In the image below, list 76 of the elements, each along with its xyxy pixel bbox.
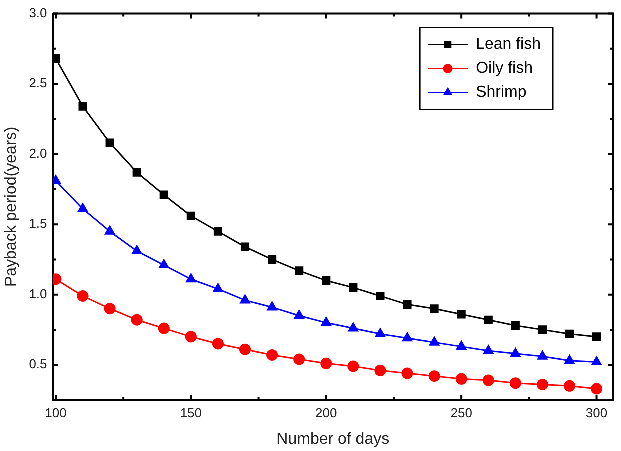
point	[321, 317, 332, 326]
y-tick-label: 2.5	[29, 76, 48, 91]
point	[592, 332, 602, 342]
legend-label: Shrimp	[476, 84, 527, 102]
point	[320, 358, 332, 370]
point	[104, 226, 116, 235]
point	[186, 274, 196, 283]
point	[402, 368, 414, 380]
point	[348, 322, 358, 332]
point	[376, 292, 385, 301]
point	[159, 260, 170, 269]
point	[268, 255, 277, 264]
point	[374, 364, 386, 376]
point	[456, 341, 467, 350]
y-tick-label: 1.0	[29, 286, 48, 302]
point	[484, 345, 494, 354]
point	[457, 310, 466, 319]
point	[592, 356, 602, 366]
legend-label: Lean fish	[476, 36, 541, 54]
y-tick-label: 2.0	[29, 146, 48, 161]
point	[158, 322, 170, 334]
point	[564, 380, 576, 392]
point	[186, 212, 196, 220]
point	[266, 349, 278, 361]
point	[349, 284, 358, 292]
point	[295, 266, 304, 276]
point	[428, 370, 440, 382]
point	[213, 283, 224, 292]
point	[511, 321, 520, 330]
point	[348, 360, 360, 372]
point	[430, 304, 439, 314]
point	[510, 378, 522, 390]
point	[106, 138, 114, 148]
point	[240, 242, 250, 252]
point	[510, 348, 521, 358]
point	[104, 303, 116, 315]
x-tick-label: 200	[316, 406, 338, 421]
point	[536, 378, 548, 390]
point	[240, 294, 250, 304]
point	[77, 290, 89, 302]
y-axis-title: Payback period(years)	[3, 126, 20, 288]
point	[214, 227, 222, 236]
point	[484, 316, 493, 324]
point	[565, 330, 574, 338]
point	[538, 326, 547, 334]
y-tick-label: 1.5	[29, 216, 48, 232]
point	[185, 331, 197, 343]
point	[322, 276, 331, 286]
x-tick-label: 100	[45, 406, 67, 421]
point	[538, 350, 548, 360]
x-axis-title: Number of days	[276, 430, 390, 448]
point	[564, 355, 575, 364]
point	[131, 314, 143, 326]
point	[212, 338, 224, 350]
point	[403, 300, 412, 309]
point	[267, 302, 278, 311]
y-tick-label: 0.5	[29, 356, 48, 372]
point	[482, 374, 494, 386]
point	[132, 168, 142, 177]
point	[591, 383, 603, 395]
legend-label: Oily fish	[476, 60, 533, 78]
point	[456, 373, 468, 385]
point	[132, 246, 142, 255]
point	[160, 190, 168, 200]
point	[240, 344, 252, 356]
point	[294, 354, 306, 366]
x-tick-label: 150	[180, 406, 202, 421]
point	[402, 332, 413, 342]
x-tick-label: 300	[586, 406, 608, 421]
point	[78, 203, 88, 212]
point	[294, 310, 304, 320]
point	[375, 328, 386, 338]
y-tick-label: 3.0	[29, 5, 48, 20]
point	[429, 336, 440, 346]
point	[78, 102, 88, 111]
x-tick-label: 250	[450, 406, 472, 421]
